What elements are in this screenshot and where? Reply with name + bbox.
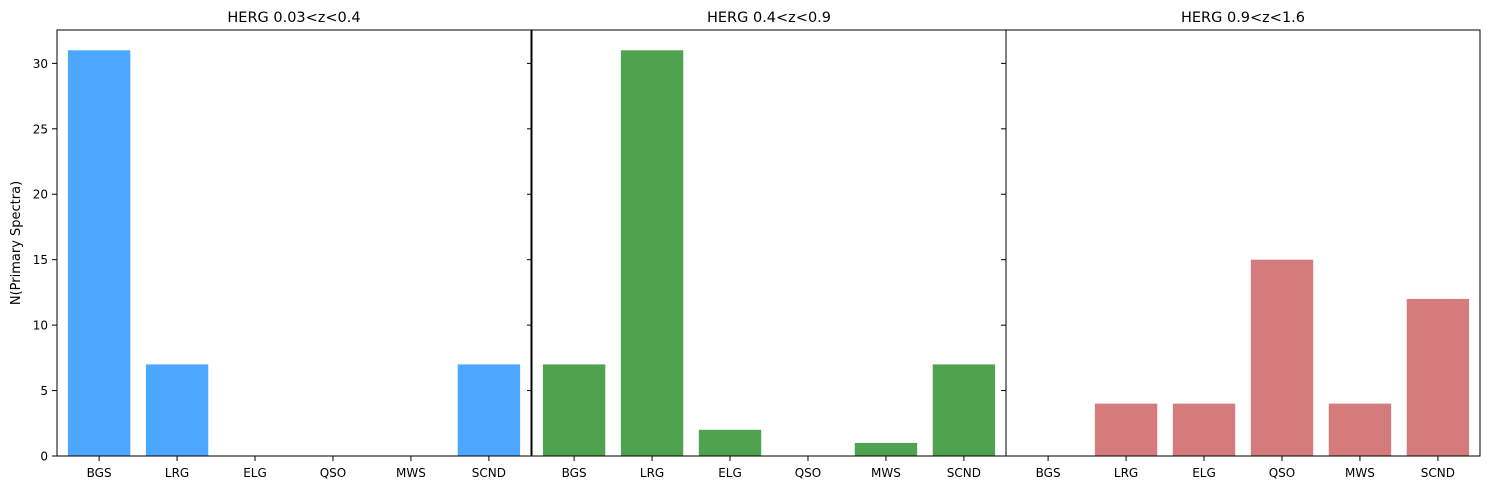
x-tick-label: SCND — [947, 466, 981, 480]
bar-elg — [698, 429, 762, 456]
panel-title: HERG 0.9<z<1.6 — [1181, 10, 1305, 26]
bar-mws — [854, 442, 918, 456]
x-tick-label: QSO — [320, 466, 347, 480]
y-tick-label: 5 — [40, 384, 48, 398]
x-tick-label: LRG — [640, 466, 664, 480]
y-tick-label: 20 — [33, 188, 48, 202]
bar-bgs — [542, 364, 606, 456]
y-tick-label: 25 — [33, 122, 48, 136]
bar-lrg — [145, 364, 209, 456]
panel-title: HERG 0.03<z<0.4 — [227, 10, 360, 26]
x-tick-label: QSO — [1269, 466, 1296, 480]
y-tick-label: 15 — [33, 253, 48, 267]
x-tick-label: BGS — [562, 466, 587, 480]
x-tick-label: ELG — [718, 466, 742, 480]
x-tick-label: SCND — [1421, 466, 1455, 480]
bar-elg — [1172, 403, 1236, 456]
x-tick-label: MWS — [1345, 466, 1375, 480]
x-tick-label: MWS — [396, 466, 426, 480]
axes-frame — [56, 29, 532, 457]
x-tick-label: LRG — [165, 466, 189, 480]
y-tick-label: 10 — [33, 319, 48, 333]
bar-bgs — [67, 50, 131, 456]
bar-scnd — [457, 364, 521, 456]
panel-1: BGS LRG ELG QSO MWS SCND 0 5 10 15 20 25 30 HERG 0.03… — [33, 10, 532, 480]
y-tick-label: 0 — [40, 450, 48, 464]
bar-lrg — [1094, 403, 1158, 456]
y-axis-label: N(Primary Spectra) — [9, 181, 24, 305]
x-tick-label: MWS — [871, 466, 901, 480]
axes-frame — [1005, 29, 1481, 457]
y-tick-label: 30 — [33, 57, 48, 71]
x-tick-label: ELG — [1192, 466, 1216, 480]
x-tick-label: ELG — [243, 466, 267, 480]
bar-lrg — [620, 50, 684, 456]
x-tick-label: BGS — [1036, 466, 1061, 480]
x-tick-label: SCND — [472, 466, 506, 480]
panel-3: BGS LRG ELG QSO MWS SCND HERG 0.9<z<1.6 — [1001, 10, 1481, 480]
bar-mws — [1328, 403, 1392, 456]
x-tick-label: QSO — [795, 466, 822, 480]
panel-2: BGS LRG ELG QSO MWS SCND HERG 0.4<z<0.9 — [527, 10, 1007, 480]
bar-scnd — [932, 364, 996, 456]
bar-scnd — [1406, 298, 1470, 456]
panel-title: HERG 0.4<z<0.9 — [707, 10, 831, 26]
x-tick-label: LRG — [1114, 466, 1138, 480]
x-tick-label: BGS — [87, 466, 112, 480]
bar-qso — [1250, 259, 1314, 456]
